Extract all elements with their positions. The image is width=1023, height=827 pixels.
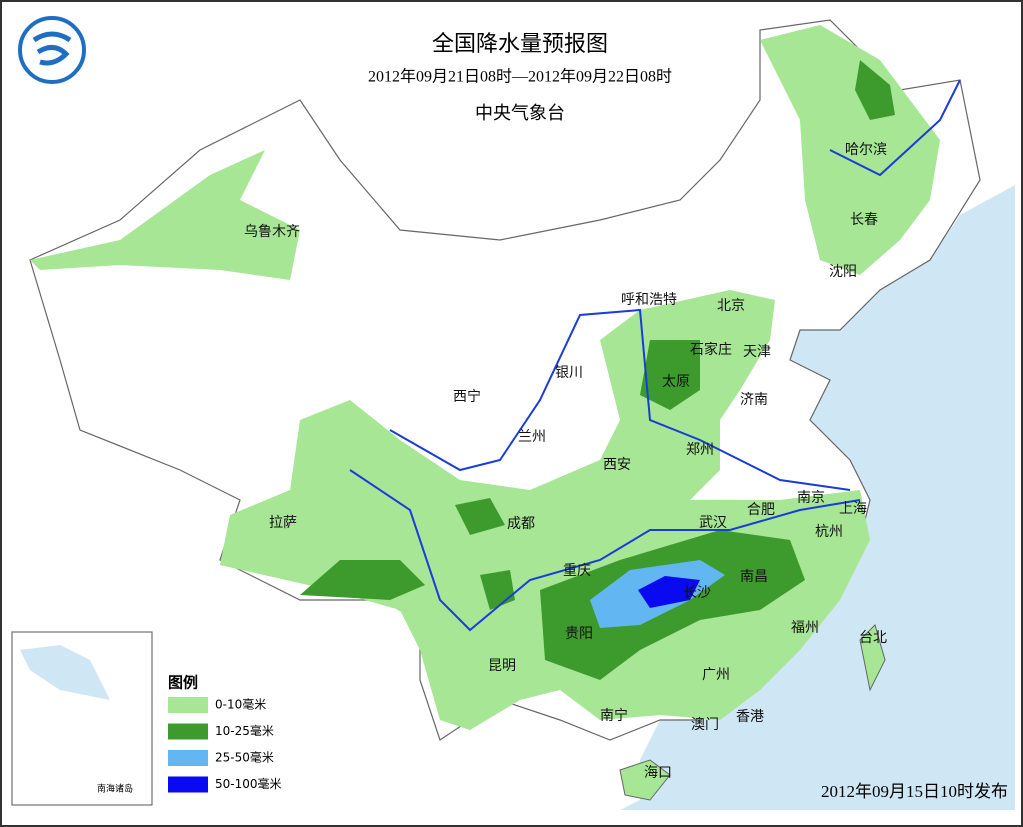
hainan [619, 759, 671, 801]
period: 2012年09月21日08时—2012年09月22日08时 [368, 68, 672, 86]
city-label: 哈尔滨 [845, 142, 887, 158]
city-label: 天津 [743, 344, 771, 360]
issuer: 中央气象台 [475, 103, 565, 124]
precipitation-area [220, 290, 870, 730]
city-label: 银川 [555, 365, 583, 381]
city-label: 南京 [797, 490, 825, 506]
city-label: 北京 [717, 298, 745, 314]
title: 全国降水量预报图 [432, 32, 608, 57]
sea [620, 185, 1015, 810]
city-label: 西安 [603, 457, 631, 473]
city-label: 上海 [839, 501, 867, 517]
city-label: 武汉 [699, 515, 727, 531]
city-label: 兰州 [518, 429, 546, 445]
city-label: 台北 [859, 630, 887, 646]
city-label: 重庆 [563, 563, 591, 579]
city-label: 呼和浩特 [621, 292, 677, 308]
city-label: 贵阳 [565, 626, 593, 642]
legend-swatch [168, 723, 208, 740]
city-label: 南宁 [600, 707, 628, 724]
city-label: 香港 [736, 709, 764, 725]
precipitation-area [640, 340, 700, 410]
city-label: 合肥 [747, 502, 775, 518]
city-label: 太原 [662, 374, 690, 390]
precipitation-area [455, 498, 505, 535]
yellow-river [389, 308, 851, 491]
city-label: 成都 [507, 516, 535, 532]
legend-title: 图例 [168, 674, 198, 692]
legend-swatch [168, 776, 208, 793]
city-label: 济南 [740, 392, 768, 408]
city-label: 拉萨 [269, 515, 297, 531]
legend-swatch [168, 697, 208, 713]
precipitation-area [638, 576, 700, 608]
logo [18, 16, 86, 84]
songhua-river [829, 79, 961, 177]
city-label: 广州 [702, 667, 730, 683]
issue-time: 2012年09月15日10时发布 [821, 782, 1008, 801]
yangtze-river [349, 469, 861, 632]
legend-label: 50-100毫米 [215, 776, 282, 791]
inset-label: 南海诸岛 [97, 783, 133, 795]
precipitation-area [30, 150, 300, 280]
city-label: 长沙 [683, 585, 711, 601]
legend-label: 0-10毫米 [215, 697, 266, 712]
city-label: 福州 [791, 620, 819, 636]
precipitation-area [300, 560, 425, 600]
city-label: 西宁 [453, 388, 481, 405]
city-label: 南昌 [740, 569, 768, 585]
city-label: 昆明 [488, 658, 516, 674]
precipitation-area [855, 60, 895, 120]
city-label: 长春 [850, 212, 878, 228]
city-label: 杭州 [815, 524, 843, 540]
city-label: 石家庄 [690, 341, 732, 358]
inset-sea [20, 645, 110, 700]
taiwan [859, 624, 886, 692]
precipitation-area [760, 25, 940, 275]
city-label: 澳门 [691, 717, 719, 733]
precipitation-areas [30, 25, 940, 730]
city-label: 海口 [644, 765, 672, 781]
legend-swatch [168, 750, 208, 766]
logo-ring [18, 16, 86, 84]
legend-label: 10-25毫米 [215, 723, 274, 738]
city-label: 沈阳 [829, 264, 857, 280]
city-label: 乌鲁木齐 [244, 224, 300, 240]
legend: 图例 0-10毫米 10-25毫米 25-50毫米 50-100毫米 [168, 674, 282, 793]
city-label: 郑州 [686, 442, 714, 458]
rivers [349, 79, 961, 632]
logo-mark [32, 31, 72, 66]
legend-label: 25-50毫米 [215, 750, 274, 765]
